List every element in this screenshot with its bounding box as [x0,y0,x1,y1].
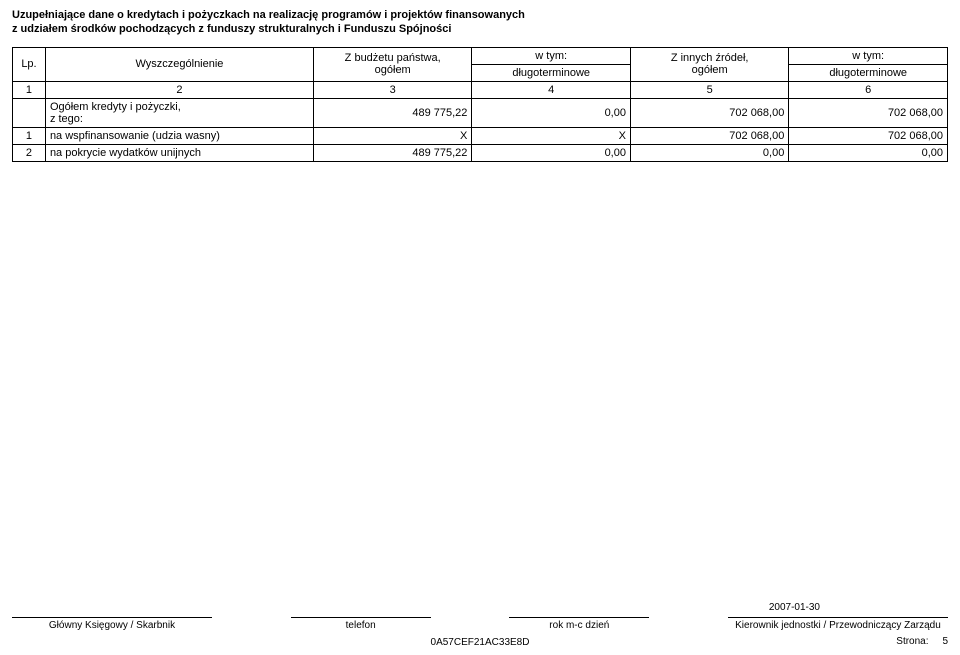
cell-desc: na wspfinansowanie (udzia wasny) [45,127,313,144]
cell-lp: 2 [13,144,46,161]
doc-title: Uzupełniające dane o kredytach i pożyczk… [12,8,948,37]
col-wtym-1: w tym: [472,47,631,64]
cell-c5: 702 068,00 [630,98,788,127]
sig-date-label: rok m-c dzień [509,617,649,631]
table-row: Ogółem kredyty i pożyczki, z tego: 489 7… [13,98,948,127]
cell-c4: 0,00 [472,98,631,127]
cell-lp [13,98,46,127]
table-row: 2 na pokrycie wydatków unijnych 489 775,… [13,144,948,161]
col-dlugo-1: długoterminowe [472,64,631,81]
col-lp: Lp. [13,47,46,81]
colnum-3: 3 [313,81,471,98]
title-line2: z udziałem środków pochodzących z fundus… [12,22,948,36]
page-num: 5 [942,636,948,647]
cell-c5: 702 068,00 [630,127,788,144]
footer-date: 2007-01-30 [12,602,948,613]
sig-phone: telefon [291,617,431,631]
cell-c6: 702 068,00 [789,98,948,127]
col-budzet: Z budżetu państwa, ogółem [313,47,471,81]
colnum-6: 6 [789,81,948,98]
sig-director: Kierownik jednostki / Przewodniczący Zar… [728,617,948,631]
footer: 2007-01-30 Główny Księgowy / Skarbnik te… [12,602,948,647]
cell-c6: 0,00 [789,144,948,161]
colnum-4: 4 [472,81,631,98]
data-table: Lp. Wyszczególnienie Z budżetu państwa, … [12,47,948,162]
cell-c3: X [313,127,471,144]
col-dlugo-2: długoterminowe [789,64,948,81]
title-line1: Uzupełniające dane o kredytach i pożyczk… [12,8,948,22]
cell-c4: 0,00 [472,144,631,161]
colnum-5: 5 [630,81,788,98]
sig-accountant: Główny Księgowy / Skarbnik [12,617,212,631]
cell-c3: 489 775,22 [313,98,471,127]
cell-c5: 0,00 [630,144,788,161]
col-wtym-2: w tym: [789,47,948,64]
cell-c4: X [472,127,631,144]
cell-c6: 702 068,00 [789,127,948,144]
colnum-2: 2 [45,81,313,98]
cell-c3: 489 775,22 [313,144,471,161]
col-wysz: Wyszczególnienie [45,47,313,81]
col-inne: Z innych źródeł, ogółem [630,47,788,81]
signature-row: Główny Księgowy / Skarbnik telefon rok m… [12,617,948,631]
page-label: Strona: [896,636,928,647]
cell-desc: na pokrycie wydatków unijnych [45,144,313,161]
table-row: 1 na wspfinansowanie (udzia wasny) X X 7… [13,127,948,144]
cell-desc: Ogółem kredyty i pożyczki, z tego: [45,98,313,127]
colnum-1: 1 [13,81,46,98]
cell-lp: 1 [13,127,46,144]
